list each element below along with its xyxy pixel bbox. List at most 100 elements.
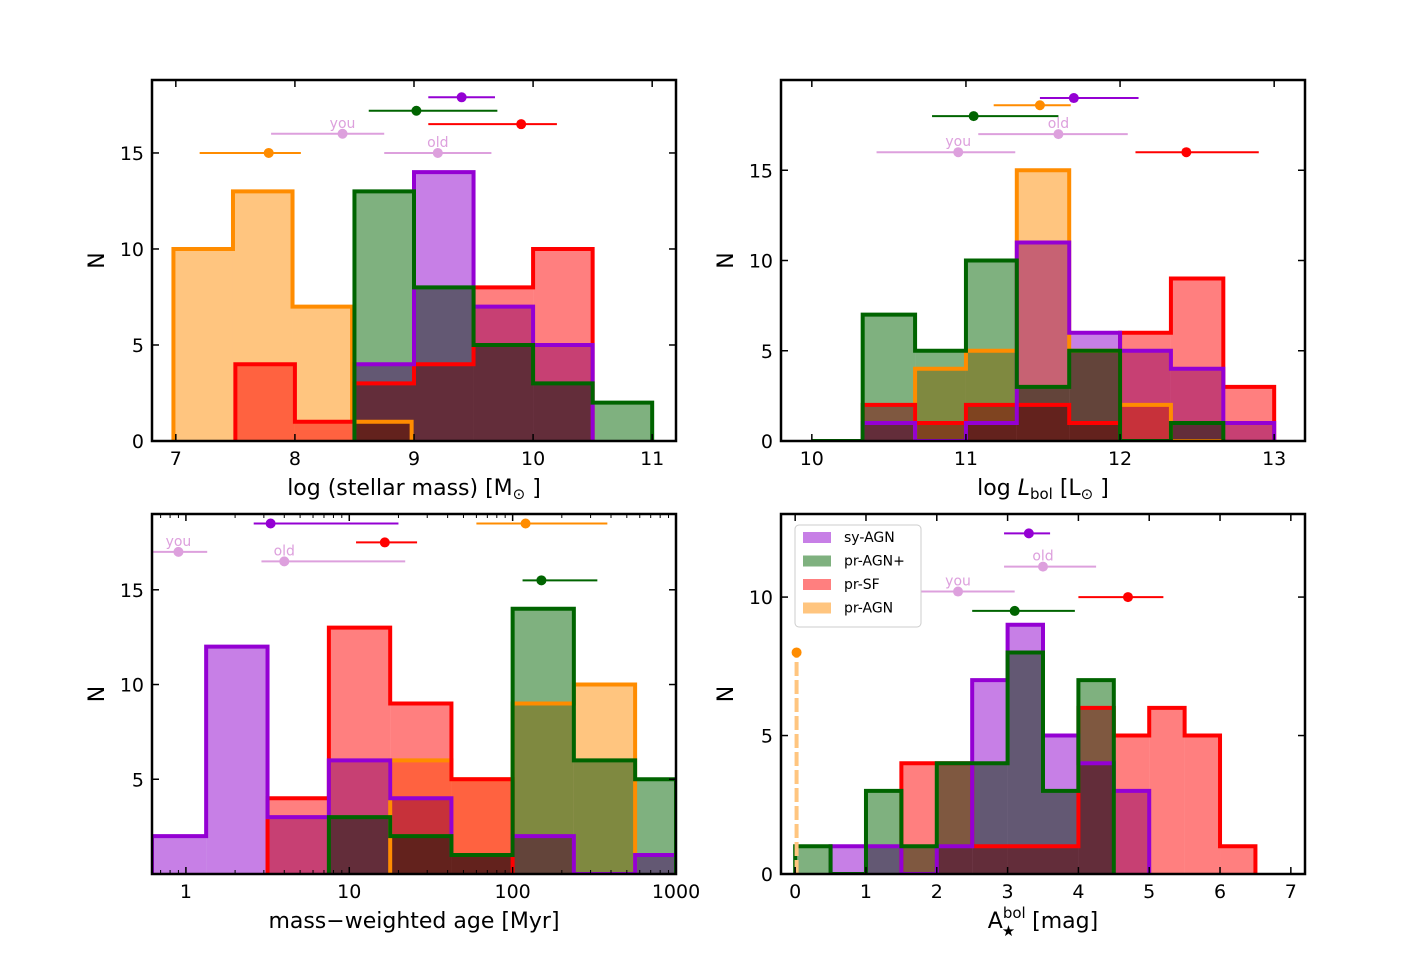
x-tick-label: 100 <box>495 881 531 903</box>
y-tick-label: 15 <box>749 160 773 182</box>
y-tick-label: 10 <box>120 675 144 697</box>
x-tick-label: 11 <box>640 448 664 470</box>
hist-bar <box>1149 707 1185 874</box>
x-tick-label: 10 <box>800 448 824 470</box>
hist-bar <box>1223 422 1275 441</box>
x-tick-label: 9 <box>408 448 420 470</box>
errorbar-pr-agn <box>476 518 608 529</box>
errorbar-you-old: you <box>876 134 1016 158</box>
hist-bar <box>1120 350 1171 441</box>
hist-bar <box>862 314 916 441</box>
hist-bar <box>1007 652 1043 874</box>
series-pr-agn-plus <box>795 652 1114 874</box>
hist-outline-pr-agn-plus <box>793 650 1116 874</box>
x-tick-label: 1000 <box>652 881 700 903</box>
x-tick-label: 10 <box>337 881 361 903</box>
legend: sy-AGN pr-AGN+ pr-SF pr-AGN <box>794 524 922 628</box>
annotation-you: you <box>330 116 356 132</box>
x-tick-label: 12 <box>1108 448 1132 470</box>
x-tick-label: 7 <box>1285 881 1297 903</box>
x-tick-label: 1 <box>180 881 192 903</box>
hist-bar <box>512 608 574 874</box>
errorbar-sy-agn <box>253 518 399 529</box>
errorbar-you-old: old <box>384 135 492 158</box>
hist-bar <box>1113 790 1150 874</box>
hist-outline-sy-agn <box>352 170 595 441</box>
hist-bar <box>390 836 452 874</box>
hist-bar <box>206 646 268 874</box>
legend-swatch-pr-agn <box>803 602 831 614</box>
hist-outline-pr-agn <box>171 189 414 441</box>
hist-outline-pr-sf <box>265 625 515 874</box>
hist-outline-sy-agn <box>152 644 676 874</box>
hist-outline-pr-agn-plus <box>811 258 1226 441</box>
x-tick-label: 2 <box>931 881 943 903</box>
annotation-you: you <box>945 134 971 150</box>
hist-bar <box>1170 422 1224 441</box>
errorbar-you-old: you <box>915 574 1015 597</box>
x-axis-label: Abol ★ [mag] <box>988 904 1098 940</box>
errorbar-pr-agn-plus <box>932 111 1059 122</box>
hist-bar <box>830 846 866 874</box>
legend-label-pr-agn-plus: pr-AGN+ <box>844 554 905 570</box>
legend-swatch-pr-agn-plus <box>803 555 831 567</box>
y-tick-label: 5 <box>761 341 773 363</box>
hist-bar <box>292 306 353 441</box>
errorbar-pr-agn <box>993 100 1071 111</box>
hist-bar <box>1184 735 1221 874</box>
y-tick-label: 0 <box>761 864 773 886</box>
y-tick-label: 10 <box>749 587 773 609</box>
y-tick-label: 10 <box>749 251 773 273</box>
hist-bar <box>592 402 653 441</box>
y-tick-label: 5 <box>132 335 144 357</box>
x-tick-label: 13 <box>1262 448 1286 470</box>
hist-bar <box>972 763 1008 874</box>
annotation-old: old <box>427 135 448 151</box>
hist-bar <box>936 763 973 874</box>
y-axis-label: N <box>85 252 110 268</box>
x-tick-label: 0 <box>789 881 801 903</box>
x-tick-label: 8 <box>289 448 301 470</box>
x-tick-label: 10 <box>521 448 545 470</box>
hist-bar <box>328 817 391 874</box>
panel-abol-histogram: old you 0 1 2 3 4 5 6 7 0 5 10 N Abol ★ [mag] sy-AGN pr-A… <box>714 512 1307 940</box>
hist-bar <box>573 760 636 874</box>
x-axis-label: log (stellar mass) [M⊙ ] <box>287 476 541 503</box>
hist-bar <box>473 344 534 441</box>
errorbar-pr-agn-plus <box>522 575 598 586</box>
errorbar-pr-sf <box>1078 592 1164 603</box>
hist-outline-pr-agn <box>913 168 1224 441</box>
hist-bar <box>533 383 593 441</box>
legend-label-pr-sf: pr-SF <box>844 577 880 593</box>
x-tick-label: 4 <box>1072 881 1084 903</box>
annotation-old: old <box>1048 116 1069 132</box>
x-tick-label: 3 <box>1002 881 1014 903</box>
legend-label-pr-agn: pr-AGN <box>844 601 893 617</box>
hist-bar <box>451 855 513 874</box>
y-tick-label: 5 <box>761 726 773 748</box>
hist-outline-pr-agn-plus <box>326 606 676 874</box>
y-axis-label: N <box>85 686 110 702</box>
hist-outline-pr-sf <box>233 246 595 441</box>
hist-bar <box>1220 846 1256 874</box>
y-axis-label: N <box>714 686 739 702</box>
x-tick-label: 5 <box>1143 881 1155 903</box>
errorbar-pr-sf <box>356 537 418 548</box>
annotation-you: you <box>945 574 971 590</box>
hist-bar <box>865 790 902 874</box>
errorbar-you-old: old <box>1004 549 1097 572</box>
errorbar-pr-agn-plus <box>972 605 1075 616</box>
x-axis-label: log Lbol [L⊙ ] <box>977 476 1109 503</box>
errorbar-you-old: you <box>271 116 385 139</box>
y-tick-label: 5 <box>132 769 144 791</box>
hist-bar <box>1043 790 1079 874</box>
y-tick-label: 10 <box>120 239 144 261</box>
hist-bar <box>235 364 295 441</box>
annotation-old: old <box>274 543 295 559</box>
legend-label-sy-agn: sy-AGN <box>844 530 895 546</box>
hist-bar <box>795 846 831 874</box>
y-tick-label: 0 <box>761 431 773 453</box>
